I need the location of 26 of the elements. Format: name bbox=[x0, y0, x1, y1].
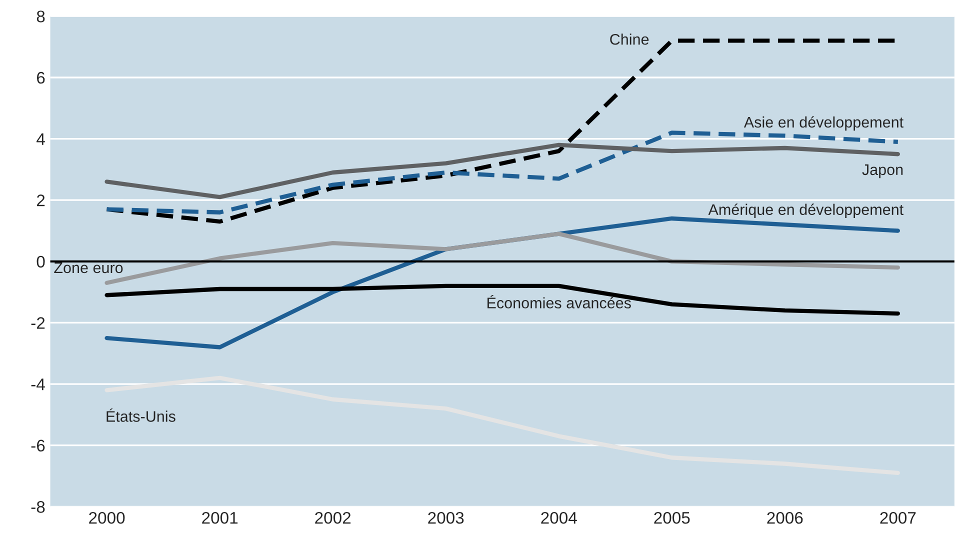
x-tick-label: 2005 bbox=[654, 512, 690, 524]
x-tick-label: 2007 bbox=[880, 512, 916, 524]
x-tick-label: 2004 bbox=[541, 512, 577, 524]
x-tick-label: 2000 bbox=[89, 512, 125, 524]
series-label: Amérique en développement bbox=[708, 204, 904, 218]
series-label: Japon bbox=[862, 164, 903, 178]
x-tick-label: 2006 bbox=[767, 512, 803, 524]
y-tick-label: 4 bbox=[36, 133, 45, 145]
series-label: États-Unis bbox=[106, 408, 176, 422]
x-tick-label: 2003 bbox=[428, 512, 464, 524]
series-label: Économies avancées bbox=[488, 295, 631, 308]
y-tick-label: -8 bbox=[31, 501, 45, 513]
y-tick-label: 2 bbox=[36, 194, 45, 206]
y-tick-label: 6 bbox=[37, 72, 45, 84]
y-tick-label: 0 bbox=[36, 256, 45, 268]
line-series bbox=[104, 284, 900, 316]
series-label: Zone euro bbox=[54, 262, 123, 274]
y-tick-label: 8 bbox=[36, 10, 45, 22]
x-tick-label: 2002 bbox=[315, 512, 351, 524]
y-tick-label: -4 bbox=[31, 378, 45, 390]
x-tick-label: 2001 bbox=[202, 512, 238, 524]
series-label: Asie en développement bbox=[744, 116, 904, 131]
y-tick-label: -2 bbox=[31, 317, 45, 329]
y-tick-label: -6 bbox=[31, 440, 45, 452]
line-series bbox=[104, 376, 900, 476]
series-label: Chine bbox=[610, 34, 649, 45]
